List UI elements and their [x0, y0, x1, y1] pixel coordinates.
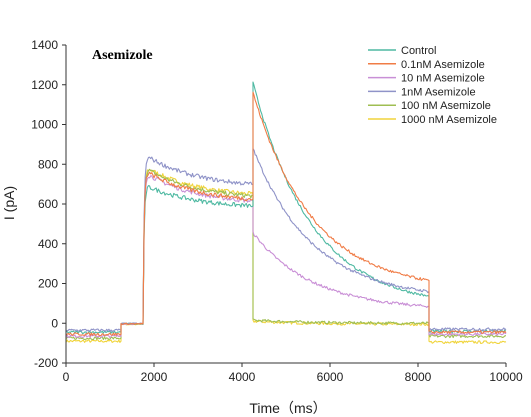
y-tick-label: 400	[38, 237, 58, 251]
legend: Control 0.1nM Asemizole 10 nM Asemizole1nM…	[368, 45, 497, 126]
y-tick-label: 0	[51, 316, 58, 330]
series-line	[65, 168, 507, 341]
series-line	[65, 91, 507, 337]
series-line	[65, 175, 507, 339]
y-tick-label: 1400	[31, 38, 58, 52]
series-line	[65, 168, 507, 344]
x-tick-label: 8000	[405, 370, 432, 384]
legend-label: 10 nM Asemizole	[401, 73, 485, 85]
x-tick-label: 2000	[141, 370, 168, 384]
legend-label: 1nM Asemizole	[401, 86, 476, 98]
x-tick-label: 6000	[317, 370, 344, 384]
x-tick-label: 0	[63, 370, 70, 384]
y-axis-title: I (pA)	[1, 186, 17, 220]
legend-label: 100 nM Asemizole	[401, 100, 491, 112]
y-tick-label: 800	[38, 157, 58, 171]
y-tick-label: 200	[38, 277, 58, 291]
x-tick-label: 4000	[229, 370, 256, 384]
x-tick-label: 10000	[489, 370, 523, 384]
y-tick-label: 1200	[31, 78, 58, 92]
series-line	[65, 148, 507, 332]
y-tick-label: -200	[34, 356, 58, 370]
legend-label: Control	[401, 45, 436, 57]
axes-group: -200 0 200 400 600 800 1000 1200 1400 0 2000 4000 60…	[31, 38, 523, 384]
x-axis-title: Time（ms）	[249, 400, 326, 416]
y-tick-label: 600	[38, 197, 58, 211]
legend-label: 0.1nM Asemizole	[401, 59, 485, 71]
traces-group	[65, 81, 507, 344]
legend-label: 1000 nM Asemizole	[401, 114, 497, 126]
y-tick-label: 1000	[31, 118, 58, 132]
chart-title: Asemizole	[92, 48, 153, 63]
